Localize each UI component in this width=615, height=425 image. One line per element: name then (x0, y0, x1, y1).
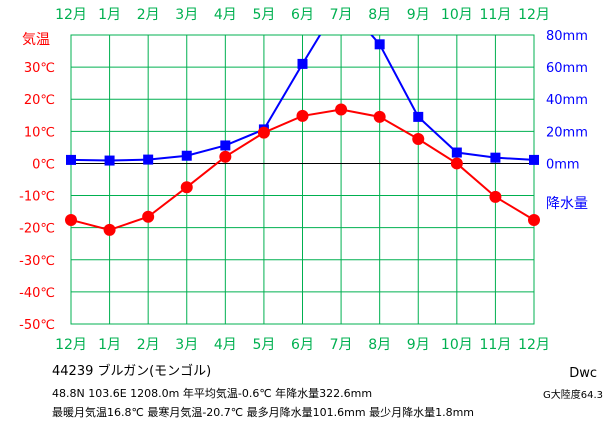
precipitation-marker (529, 154, 539, 165)
station-summary-line1: 48.8N 103.6E 1208.0m 年平均気温-0.6℃ 年降水量322.… (52, 387, 373, 400)
month-label-bottom: 1月 (98, 337, 121, 353)
precipitation-tick-label: 20mm (546, 125, 588, 140)
temperature-marker (142, 210, 155, 223)
month-label-top: 10月 (441, 7, 473, 23)
month-label-top: 9月 (407, 7, 430, 23)
month-label-top: 12月 (518, 7, 550, 23)
precipitation-axis-label: 降水量 (546, 196, 588, 212)
temperature-tick-label: -30℃ (19, 254, 55, 269)
temperature-marker (373, 110, 386, 123)
month-label-top: 2月 (137, 7, 160, 23)
temperature-tick-label: -50℃ (19, 318, 55, 333)
month-label-bottom: 6月 (291, 337, 314, 353)
precipitation-tick-label: 40mm (546, 93, 588, 108)
temperature-marker (103, 223, 116, 236)
month-label-bottom: 4月 (214, 337, 237, 353)
temperature-tick-label: -40℃ (19, 286, 55, 301)
month-label-bottom: 9月 (407, 337, 430, 353)
continentality-index: G大陸度64.3 (542, 390, 603, 401)
temperature-marker (180, 181, 193, 194)
month-label-top: 8月 (368, 7, 391, 23)
month-label-bottom: 12月 (55, 337, 87, 353)
month-label-bottom: 12月 (518, 337, 550, 353)
month-label-bottom: 5月 (252, 337, 275, 353)
precipitation-marker (66, 154, 76, 165)
precipitation-tick-label: 60mm (546, 61, 588, 76)
temperature-marker (219, 150, 232, 163)
month-label-top: 6月 (291, 7, 314, 23)
month-label-top: 4月 (214, 7, 237, 23)
month-label-top: 3月 (175, 7, 198, 23)
month-label-bottom: 11月 (480, 337, 512, 353)
precipitation-marker (143, 154, 154, 165)
temperature-axis-label: 気温 (22, 32, 50, 48)
month-label-bottom: 10月 (441, 337, 473, 353)
precipitation-marker (490, 152, 501, 163)
temperature-marker (489, 190, 502, 203)
station-summary-line2: 最暖月気温16.8℃ 最寒月気温-20.7℃ 最多月降水量101.6mm 最少月… (52, 406, 474, 419)
precipitation-marker (297, 58, 308, 69)
climate-code: Dwc (569, 366, 597, 381)
month-label-top: 5月 (252, 7, 275, 23)
temperature-tick-label: -20℃ (19, 222, 55, 237)
precipitation-marker (104, 155, 115, 166)
temperature-tick-label: 0℃ (32, 157, 55, 172)
precipitation-marker (374, 39, 385, 50)
temperature-marker (257, 126, 270, 139)
month-label-top: 11月 (480, 7, 512, 23)
month-label-top: 7月 (330, 7, 353, 23)
temperature-tick-label: -10℃ (19, 190, 55, 205)
month-label-bottom: 3月 (175, 337, 198, 353)
precipitation-marker (413, 111, 424, 122)
precipitation-tick-label: 80mm (546, 29, 588, 44)
temperature-marker (296, 109, 309, 122)
temperature-tick-label: 10℃ (24, 125, 55, 140)
station-title: 44239 ブルガン(モンゴル) (52, 364, 212, 379)
month-label-bottom: 7月 (330, 337, 353, 353)
temperature-marker (65, 213, 77, 226)
month-label-top: 1月 (98, 7, 121, 23)
temperature-marker (412, 133, 425, 146)
precipitation-tick-label: 0mm (546, 157, 580, 172)
temperature-marker (335, 103, 348, 116)
precipitation-marker (451, 147, 462, 158)
month-label-top: 12月 (55, 7, 87, 23)
precipitation-marker (181, 150, 192, 161)
temperature-tick-label: 20℃ (24, 93, 55, 108)
precipitation-marker (220, 140, 231, 151)
temperature-marker (528, 213, 540, 226)
month-label-bottom: 2月 (137, 337, 160, 353)
temperature-tick-label: 30℃ (24, 61, 55, 76)
month-label-bottom: 8月 (368, 337, 391, 353)
temperature-marker (450, 157, 463, 170)
